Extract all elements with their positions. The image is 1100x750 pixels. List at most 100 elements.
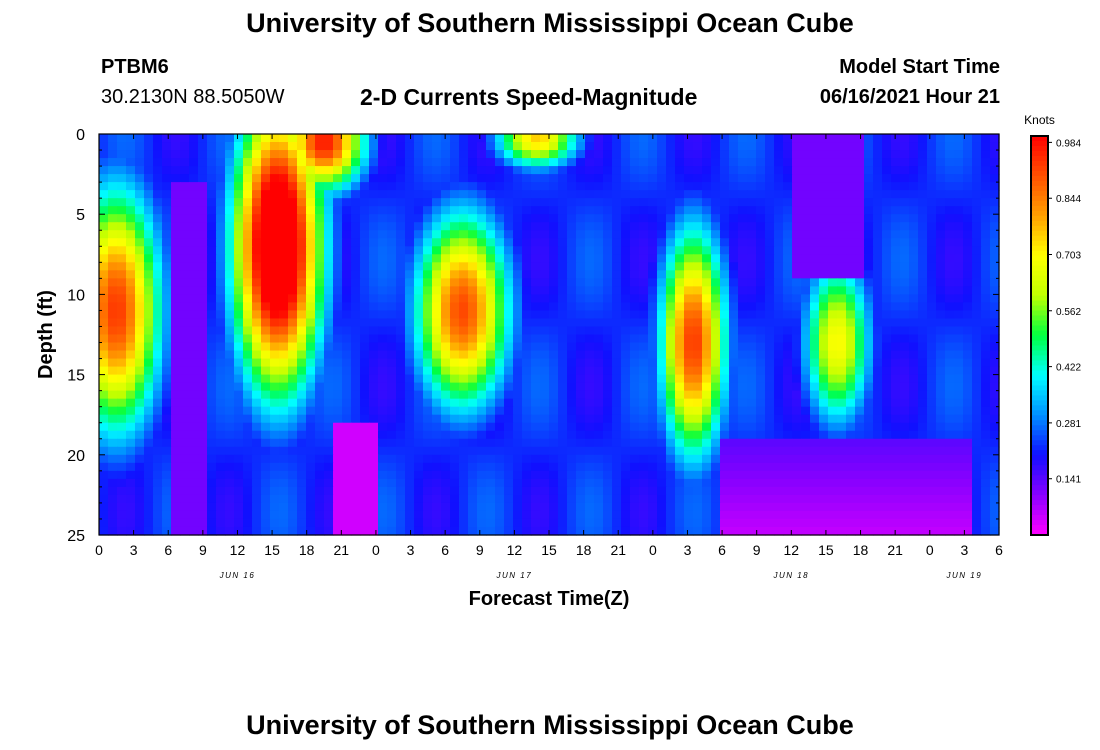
heatmap-cell <box>333 422 343 432</box>
heatmap-cell <box>216 150 226 159</box>
heatmap-cell <box>270 438 280 448</box>
heatmap-cell <box>504 390 514 400</box>
heatmap-cell <box>954 326 964 336</box>
heatmap-cell <box>684 198 694 207</box>
heatmap-cell <box>666 406 676 416</box>
heatmap-cell <box>351 518 361 528</box>
heatmap-cell <box>378 254 388 263</box>
heatmap-cell <box>477 198 487 207</box>
heatmap-cell <box>342 494 352 504</box>
heatmap-cell <box>414 406 424 416</box>
heatmap-cell <box>144 526 154 536</box>
heatmap-cell <box>378 182 388 191</box>
heatmap-cell <box>801 222 811 231</box>
heatmap-cell <box>837 358 847 368</box>
heatmap-cell <box>171 358 181 368</box>
heatmap-cell <box>873 262 883 271</box>
heatmap-cell <box>450 414 460 424</box>
heatmap-cell <box>252 166 262 175</box>
heatmap-cell <box>594 398 604 408</box>
heatmap-cell <box>504 342 514 352</box>
heatmap-cell <box>297 494 307 504</box>
heatmap-cell <box>837 318 847 328</box>
heatmap-cell <box>603 182 613 191</box>
heatmap-cell <box>801 318 811 328</box>
heatmap-cell <box>720 486 730 496</box>
heatmap-cell <box>612 374 622 384</box>
heatmap-cell <box>693 526 703 536</box>
heatmap-cell <box>909 366 919 376</box>
heatmap-cell <box>846 390 856 400</box>
heatmap-cell <box>729 342 739 352</box>
heatmap-cell <box>459 302 469 312</box>
heatmap-cell <box>387 486 397 496</box>
heatmap-cell <box>693 478 703 488</box>
heatmap-cell <box>252 502 262 512</box>
heatmap-cell <box>855 222 865 231</box>
heatmap-cell <box>594 270 604 279</box>
heatmap-cell <box>711 310 721 320</box>
heatmap-cell <box>666 430 676 440</box>
heatmap-cell <box>594 358 604 368</box>
heatmap-cell <box>189 446 199 456</box>
heatmap-cell <box>162 182 172 191</box>
heatmap-cell <box>495 270 505 279</box>
heatmap-cell <box>612 502 622 512</box>
heatmap-cell <box>810 134 820 143</box>
heatmap-cell <box>207 230 217 239</box>
heatmap-cell <box>927 158 937 167</box>
heatmap-cell <box>774 334 784 344</box>
heatmap-cell <box>504 486 514 496</box>
heatmap-cell <box>252 510 262 520</box>
heatmap-cell <box>504 238 514 247</box>
heatmap-cell <box>774 390 784 400</box>
heatmap-cell <box>387 502 397 512</box>
heatmap-cell <box>801 462 811 472</box>
heatmap-cell <box>900 166 910 175</box>
heatmap-cell <box>171 526 181 536</box>
heatmap-cell <box>828 382 838 392</box>
heatmap-cell <box>909 134 919 143</box>
heatmap-cell <box>549 438 559 448</box>
heatmap-cell <box>153 350 163 360</box>
heatmap-cell <box>540 462 550 472</box>
heatmap-cell <box>567 294 577 304</box>
heatmap-cell <box>216 342 226 352</box>
heatmap-cell <box>117 214 127 223</box>
heatmap-cell <box>945 358 955 368</box>
heatmap-cell <box>918 294 928 304</box>
heatmap-cell <box>189 222 199 231</box>
heatmap-cell <box>648 230 658 239</box>
heatmap-cell <box>594 182 604 191</box>
heatmap-cell <box>495 166 505 175</box>
heatmap-cell <box>747 438 757 448</box>
heatmap-cell <box>990 430 1000 440</box>
heatmap-cell <box>720 198 730 207</box>
heatmap-cell <box>171 326 181 336</box>
heatmap-cell <box>171 278 181 287</box>
heatmap-cell <box>693 134 703 143</box>
heatmap-cell <box>936 134 946 143</box>
heatmap-cell <box>882 286 892 295</box>
heatmap-cell <box>288 398 298 408</box>
heatmap-cell <box>972 350 982 360</box>
heatmap-cell <box>441 438 451 448</box>
heatmap-cell <box>891 326 901 336</box>
heatmap-cell <box>594 390 604 400</box>
heatmap-cell <box>837 182 847 191</box>
heatmap-cell <box>909 382 919 392</box>
heatmap-cell <box>279 478 289 488</box>
heatmap-cell <box>900 470 910 480</box>
heatmap-cell <box>522 174 532 183</box>
heatmap-cell <box>261 478 271 488</box>
heatmap-cell <box>378 502 388 512</box>
heatmap-cell <box>576 366 586 376</box>
heatmap-cell <box>225 358 235 368</box>
heatmap-cell <box>549 326 559 336</box>
heatmap-cell <box>846 414 856 424</box>
heatmap-cell <box>792 310 802 320</box>
heatmap-cell <box>468 510 478 520</box>
heatmap-cell <box>648 406 658 416</box>
heatmap-cell <box>513 478 523 488</box>
heatmap-cell <box>657 478 667 488</box>
